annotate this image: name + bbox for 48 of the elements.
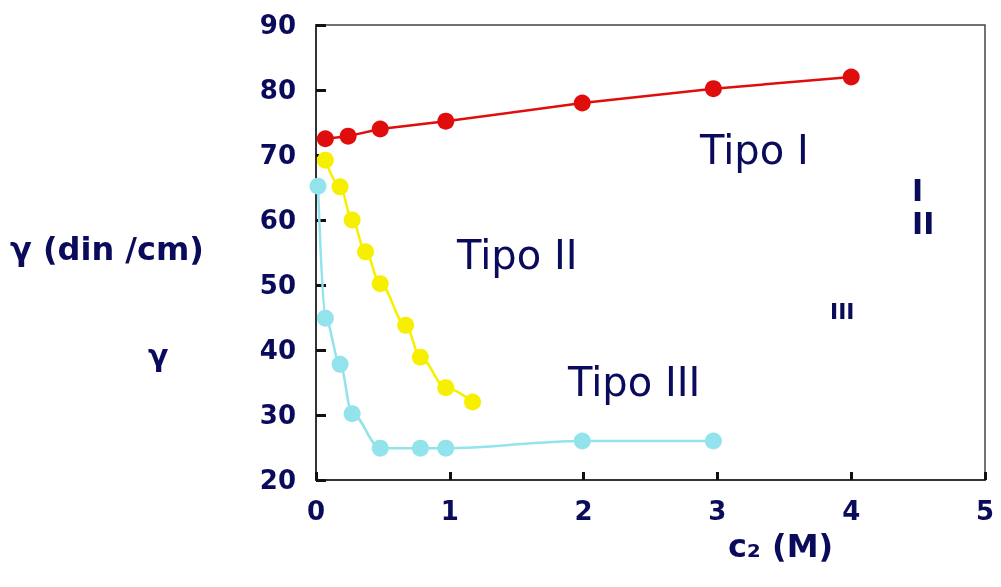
point xyxy=(309,177,327,195)
point xyxy=(573,432,591,450)
point xyxy=(331,355,349,373)
y-tick-label: 80 xyxy=(259,75,296,105)
point xyxy=(842,68,860,86)
point xyxy=(343,405,361,423)
text: γ xyxy=(148,337,169,373)
y-tick-label: 20 xyxy=(259,465,296,495)
point xyxy=(316,130,334,148)
annotation: Tipo III xyxy=(567,359,701,405)
x-tick-label: 1 xyxy=(440,496,459,526)
point xyxy=(704,80,722,98)
y-tick-label: 30 xyxy=(259,400,296,430)
annotation: III xyxy=(830,298,855,324)
annotation: I xyxy=(912,172,924,208)
annotation: Tipo I xyxy=(699,127,809,173)
point xyxy=(316,151,334,169)
annotation: II xyxy=(912,205,935,241)
x-tick-label: 5 xyxy=(975,496,995,526)
x-tick-label: 4 xyxy=(842,496,861,526)
y-tick-label: 60 xyxy=(259,205,296,235)
point xyxy=(411,348,429,366)
y-tick-label: 70 xyxy=(259,140,296,170)
point xyxy=(339,127,357,145)
point xyxy=(343,211,361,229)
point xyxy=(573,94,591,112)
point xyxy=(316,309,334,327)
point xyxy=(357,243,375,261)
point xyxy=(437,379,455,397)
x-tick-label: 3 xyxy=(708,496,727,526)
y-tick-label: 40 xyxy=(259,335,296,365)
annotation: Tipo II xyxy=(456,232,578,278)
point xyxy=(371,439,389,457)
point xyxy=(411,439,429,457)
y-axis-title: γ (din /cm) xyxy=(10,230,204,268)
point xyxy=(464,393,482,411)
point xyxy=(704,432,722,450)
point xyxy=(397,316,415,334)
x-tick-label: 2 xyxy=(574,496,593,526)
x-tick-label: 0 xyxy=(306,496,326,526)
y-tick-label: 90 xyxy=(259,10,296,40)
point xyxy=(331,178,349,196)
point xyxy=(371,275,389,293)
y-tick-label: 50 xyxy=(259,270,296,300)
point xyxy=(371,120,389,138)
x-axis-title: c₂ (M) xyxy=(727,527,834,565)
point xyxy=(437,112,455,130)
point xyxy=(437,439,455,457)
